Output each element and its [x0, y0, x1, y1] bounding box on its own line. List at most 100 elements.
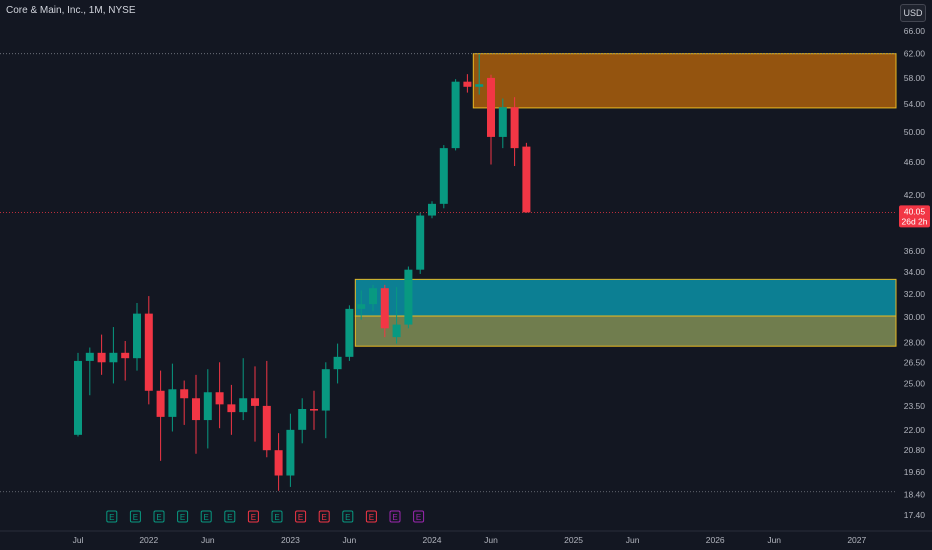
candle-body[interactable]	[156, 390, 165, 417]
earnings-event-icon[interactable]	[365, 510, 377, 523]
candle-body[interactable]	[239, 398, 248, 413]
time-tick-label: 2025	[564, 535, 583, 545]
earnings-event-label: E	[322, 513, 327, 522]
earnings-event-label: E	[133, 513, 138, 522]
time-tick-label: 2023	[281, 535, 300, 545]
candle-body[interactable]	[475, 84, 484, 87]
symbol-title: Core & Main, Inc., 1M, NYSE	[6, 5, 136, 16]
currency-button[interactable]: USD	[900, 4, 926, 22]
earnings-event-label: E	[180, 513, 185, 522]
earnings-event-label: E	[392, 513, 397, 522]
earnings-event-icon[interactable]	[247, 510, 259, 523]
candle-body[interactable]	[262, 405, 271, 451]
price-tick-label: 42.00	[904, 190, 926, 200]
earnings-event-label: E	[251, 513, 256, 522]
earnings-event-label: E	[345, 513, 350, 522]
earnings-event-icon[interactable]	[129, 510, 141, 523]
candle-body[interactable]	[85, 352, 94, 361]
earnings-event-icon[interactable]	[271, 510, 283, 523]
price-tick-label: 23.50	[904, 401, 926, 411]
price-tick-label: 26.50	[904, 357, 926, 367]
last-price-countdown: 26d 2h	[902, 216, 928, 226]
demand-zone[interactable]	[354, 315, 897, 347]
time-tick-label: Jun	[201, 535, 215, 545]
candle-body[interactable]	[510, 107, 519, 149]
time-tick-label: Jun	[343, 535, 357, 545]
price-tick-label: 50.00	[904, 127, 926, 137]
price-tick-label: 54.00	[904, 99, 926, 109]
price-tick-label: 20.80	[904, 445, 926, 455]
time-tick-label: Jun	[767, 535, 781, 545]
price-tick-label: 30.00	[904, 312, 926, 322]
price-tick-label: 28.00	[904, 337, 926, 347]
earnings-event-label: E	[227, 513, 232, 522]
price-tick-label: 22.00	[904, 425, 926, 435]
candle-body[interactable]	[369, 288, 377, 305]
candle-body[interactable]	[404, 269, 413, 325]
candle-body[interactable]	[439, 148, 448, 204]
supply-zone[interactable]	[472, 53, 897, 109]
candle-body[interactable]	[144, 313, 153, 391]
candle-body[interactable]	[428, 203, 436, 216]
candle-body[interactable]	[227, 404, 236, 413]
candle-body[interactable]	[522, 146, 531, 213]
candle-body[interactable]	[180, 389, 189, 399]
candle-body[interactable]	[416, 215, 425, 270]
earnings-event-icon[interactable]	[153, 510, 165, 523]
price-tick-label: 25.00	[904, 378, 926, 388]
candle-body[interactable]	[121, 352, 130, 359]
time-tick-label: Jun	[484, 535, 498, 545]
earnings-event-icon[interactable]	[200, 510, 212, 523]
candle-body[interactable]	[251, 398, 259, 406]
price-tick-label: 58.00	[904, 73, 926, 83]
candle-body[interactable]	[357, 304, 366, 309]
earnings-event-label: E	[274, 513, 279, 522]
last-price-badge	[899, 205, 930, 228]
earnings-event-icon[interactable]	[318, 510, 330, 523]
candle-body[interactable]	[74, 360, 82, 435]
candle-body[interactable]	[192, 398, 200, 421]
earnings-event-icon[interactable]	[295, 510, 307, 523]
candle-body[interactable]	[380, 288, 389, 329]
price-tick-label: 46.00	[904, 157, 926, 167]
time-tick-label: Jul	[73, 535, 84, 545]
time-tick-label: 2026	[706, 535, 725, 545]
candle-body[interactable]	[463, 81, 472, 87]
candle-body[interactable]	[451, 81, 460, 149]
earnings-event-label: E	[204, 513, 209, 522]
candle-body[interactable]	[345, 308, 354, 357]
candle-body[interactable]	[498, 107, 507, 137]
candle-body[interactable]	[321, 369, 330, 411]
earnings-event-label: E	[416, 513, 421, 522]
time-tick-label: 2027	[847, 535, 866, 545]
earnings-event-icon[interactable]	[106, 510, 118, 523]
candle-body[interactable]	[109, 352, 118, 363]
price-tick-label: 34.00	[904, 267, 926, 277]
candle-body[interactable]	[392, 324, 401, 338]
candle-body[interactable]	[310, 408, 318, 411]
earnings-event-icon[interactable]	[224, 510, 236, 523]
price-tick-label: 36.00	[904, 246, 926, 256]
candle-body[interactable]	[298, 408, 307, 430]
candle-body[interactable]	[168, 389, 177, 417]
candle-body[interactable]	[286, 429, 295, 476]
earnings-event-icon[interactable]	[413, 510, 425, 523]
demand-zone[interactable]	[354, 278, 897, 317]
candle-body[interactable]	[203, 392, 212, 421]
candle-body[interactable]	[215, 392, 224, 405]
candle-body[interactable]	[97, 352, 106, 363]
price-tick-label: 18.40	[904, 490, 926, 500]
earnings-event-icon[interactable]	[342, 510, 354, 523]
price-tick-label: 17.40	[904, 510, 926, 520]
earnings-event-icon[interactable]	[389, 510, 401, 523]
last-price-value: 40.05	[904, 206, 926, 216]
candle-body[interactable]	[487, 77, 495, 137]
candle-body[interactable]	[333, 356, 342, 370]
price-tick-label: 32.00	[904, 289, 926, 299]
candle-body[interactable]	[274, 450, 283, 476]
price-tick-label: 62.00	[904, 49, 926, 59]
earnings-event-icon[interactable]	[177, 510, 189, 523]
candle-body[interactable]	[133, 313, 141, 359]
